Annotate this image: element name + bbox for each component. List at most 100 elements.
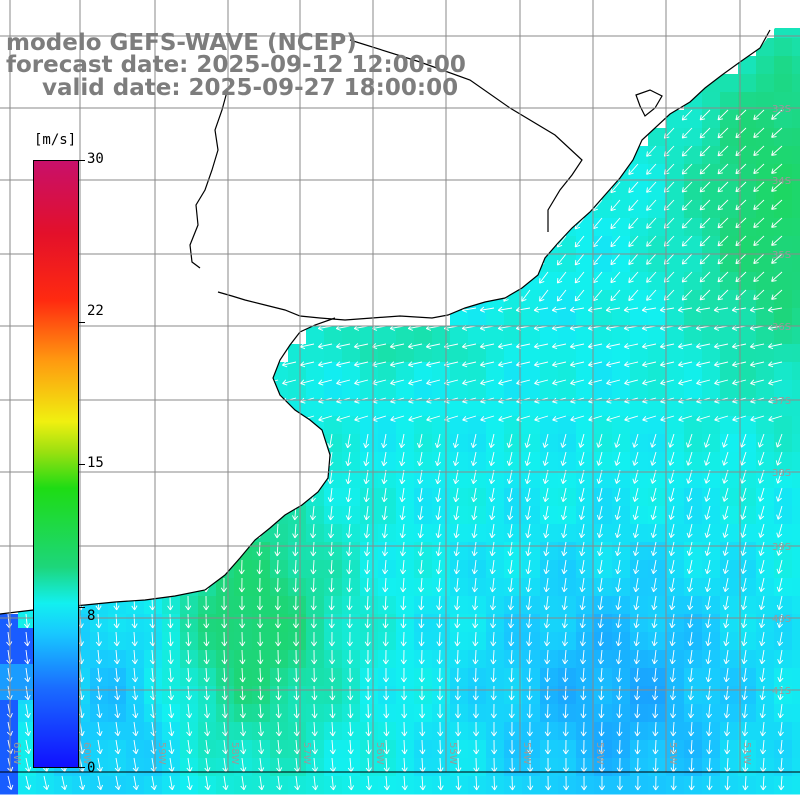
wind-cell [612, 452, 631, 471]
wind-cell [414, 578, 433, 597]
wind-cell [342, 650, 361, 669]
wind-cell [720, 722, 739, 741]
wind-cell [0, 722, 19, 741]
wind-cell [666, 470, 685, 489]
wind-cell [738, 776, 757, 795]
wind-cell [738, 236, 757, 255]
wind-cell [612, 704, 631, 723]
wind-arrow [551, 306, 567, 313]
wind-cell [702, 344, 721, 363]
wind-arrow [479, 306, 495, 313]
colorbar-label-0: 0 [87, 760, 96, 776]
wind-cell [414, 560, 433, 579]
wind-cell [432, 578, 451, 597]
wind-cell [792, 38, 800, 57]
wind-cell [540, 560, 559, 579]
wind-cell [792, 434, 800, 453]
wind-cell [702, 578, 721, 597]
wind-arrow [660, 361, 675, 368]
wind-cell [702, 776, 721, 795]
wind-arrow [641, 343, 657, 350]
wind-cell [774, 632, 793, 651]
wind-cell [414, 380, 433, 399]
wind-cell [504, 650, 523, 669]
wind-cell [630, 218, 649, 237]
wind-cell [432, 434, 451, 453]
wind-cell [666, 488, 685, 507]
wind-cell [630, 236, 649, 255]
wind-cell [432, 614, 451, 633]
wind-arrow [574, 235, 585, 248]
wind-cell [288, 578, 307, 597]
wind-cell [126, 632, 145, 651]
wind-cell [756, 596, 775, 615]
wind-cell [504, 452, 523, 471]
wind-arrow [408, 415, 423, 422]
wind-cell [774, 290, 793, 309]
wind-arrow [534, 379, 549, 386]
wind-cell [576, 488, 595, 507]
wind-arrow [569, 343, 585, 350]
wind-cell [378, 524, 397, 543]
wind-cell [558, 650, 577, 669]
wind-cell [342, 578, 361, 597]
wind-cell [504, 722, 523, 741]
wind-cell [630, 362, 649, 381]
wind-cell [648, 362, 667, 381]
wind-cell [468, 740, 487, 759]
longitude-label: 59W [156, 742, 167, 765]
wind-cell [774, 182, 793, 201]
wind-arrow [641, 306, 657, 313]
wind-cell [612, 668, 631, 687]
wind-cell [702, 146, 721, 165]
wind-cell [522, 632, 541, 651]
wind-cell [756, 92, 775, 111]
wind-arrow [732, 415, 747, 422]
wind-cell [486, 704, 505, 723]
wind-cell [306, 632, 325, 651]
wind-arrow [556, 271, 567, 284]
wind-cell [720, 578, 739, 597]
wind-cell [666, 236, 685, 255]
wind-cell [702, 488, 721, 507]
wind-cell [540, 290, 559, 309]
wind-cell [756, 452, 775, 471]
wind-cell [504, 434, 523, 453]
wind-cell [792, 110, 800, 129]
wind-arrow [399, 433, 406, 449]
wind-cell [756, 470, 775, 489]
wind-cell [522, 308, 541, 327]
wind-arrow [363, 433, 370, 449]
wind-cell [684, 542, 703, 561]
wind-cell [468, 686, 487, 705]
wind-cell [648, 380, 667, 399]
wind-cell [540, 614, 559, 633]
wind-cell [90, 632, 109, 651]
wind-arrow [771, 217, 783, 228]
wind-cell [360, 506, 379, 525]
wind-cell [792, 758, 800, 777]
wind-arrow [480, 379, 495, 386]
wind-cell [576, 524, 595, 543]
wind-arrow [717, 235, 729, 247]
wind-arrow [628, 163, 639, 175]
wind-cell [666, 326, 685, 345]
wind-cell [702, 164, 721, 183]
wind-cell [540, 434, 559, 453]
wind-cell [576, 308, 595, 327]
wind-cell [756, 200, 775, 219]
wind-arrow [461, 343, 477, 350]
wind-arrow [624, 361, 639, 368]
wind-arrow [282, 361, 297, 368]
wind-cell [720, 524, 739, 543]
wind-cell [522, 362, 541, 381]
wind-cell [396, 740, 415, 759]
latitude-label: 35S [772, 250, 791, 261]
wind-arrow [606, 361, 621, 368]
wind-cell [792, 650, 800, 669]
wind-arrow [605, 343, 621, 350]
wind-cell [720, 560, 739, 579]
wind-cell [522, 488, 541, 507]
wind-arrow [354, 379, 369, 386]
wind-cell [234, 596, 253, 615]
